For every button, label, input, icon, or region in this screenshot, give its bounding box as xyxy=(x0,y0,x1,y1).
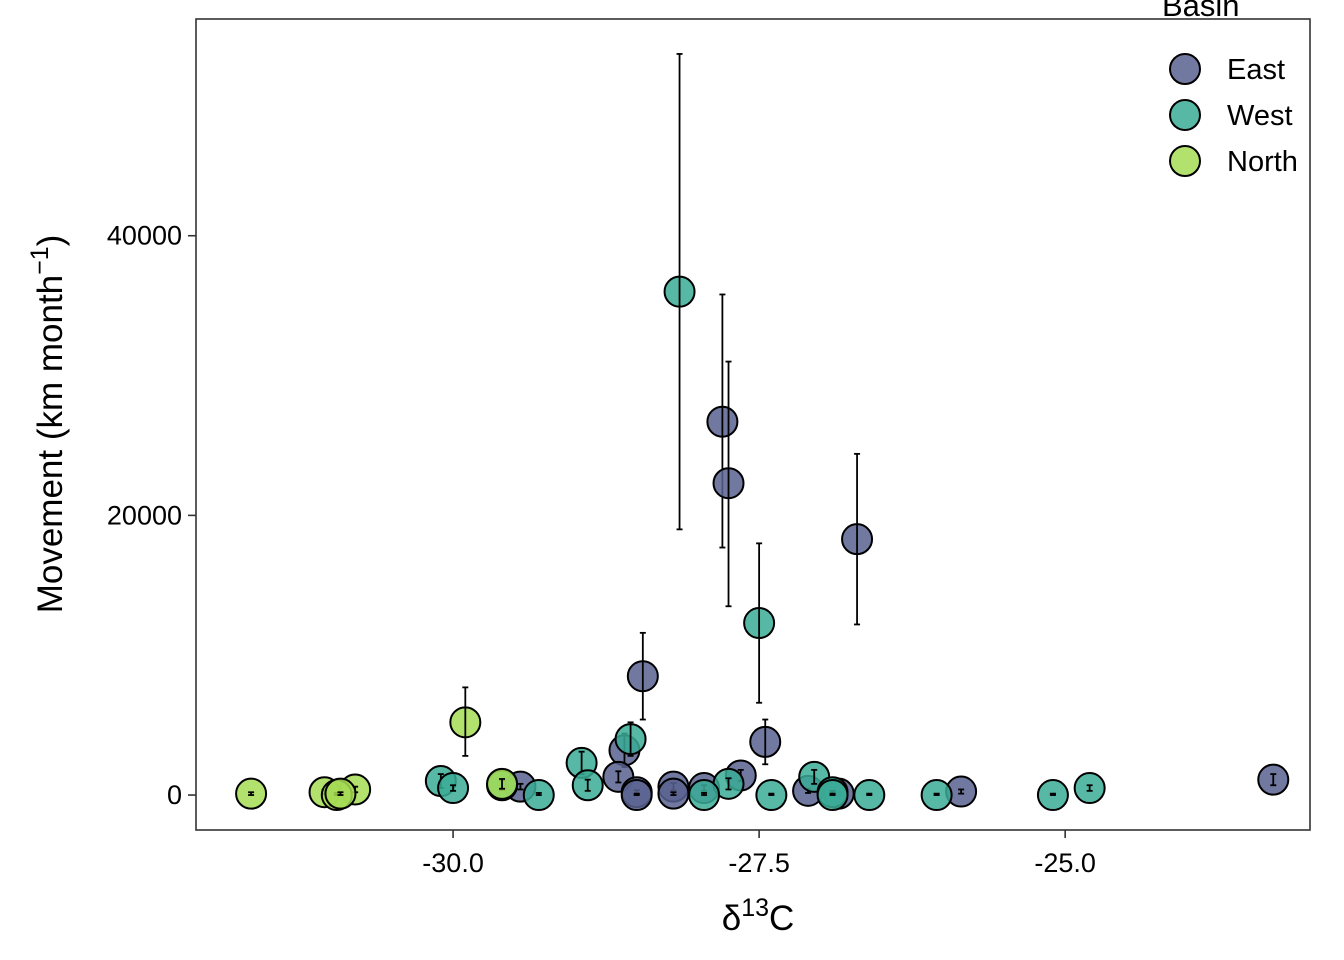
error-bar xyxy=(933,792,940,796)
legend-label: West xyxy=(1227,100,1293,132)
y-axis: 0 20000 40000 xyxy=(107,221,196,810)
x-axis-title: δ13C xyxy=(722,894,795,938)
legend-key xyxy=(1169,99,1201,131)
legend-key xyxy=(1169,145,1201,177)
error-bar xyxy=(725,777,732,791)
error-bar xyxy=(701,792,708,796)
x-axis-title-element: C xyxy=(769,899,794,938)
error-bar xyxy=(866,792,873,796)
x-axis-title-superscript: 13 xyxy=(741,894,769,922)
series-west xyxy=(424,53,1106,812)
error-bar xyxy=(958,788,965,795)
error-bar xyxy=(1049,792,1056,796)
error-bar xyxy=(829,792,836,796)
error-bar xyxy=(584,778,591,792)
error-bar xyxy=(517,782,524,791)
error-bar xyxy=(499,778,506,790)
x-axis: -30.0 -27.5 -25.0 xyxy=(422,830,1096,878)
error-bar xyxy=(639,631,646,721)
y-tick-label: 20000 xyxy=(107,500,182,530)
error-bar xyxy=(854,452,861,626)
legend-item-north: North xyxy=(1169,145,1298,178)
y-axis-title-close: ) xyxy=(31,235,70,247)
legend-key xyxy=(1169,53,1201,85)
error-bar xyxy=(535,792,542,796)
x-tick-label: -30.0 xyxy=(422,848,484,878)
y-tick-label: 40000 xyxy=(107,221,182,251)
error-bar xyxy=(1270,773,1277,787)
legend-item-west: West xyxy=(1169,99,1293,132)
error-bar xyxy=(768,792,775,796)
error-bar xyxy=(670,791,677,796)
series-east xyxy=(504,293,1290,812)
error-bar xyxy=(1086,784,1093,792)
error-bar xyxy=(719,293,726,549)
error-bar xyxy=(462,686,469,757)
legend-label: East xyxy=(1227,54,1285,86)
legend-title: Basin xyxy=(1162,0,1240,23)
error-bar xyxy=(811,768,818,785)
y-axis-title-main: Movement (km month xyxy=(31,275,70,613)
error-bar xyxy=(450,784,457,792)
plot-panel xyxy=(195,18,1311,831)
error-bar xyxy=(633,792,640,796)
x-axis-title-delta: δ xyxy=(722,899,741,938)
error-bar xyxy=(615,770,622,784)
error-bar xyxy=(676,53,683,531)
legend: Basin East West North xyxy=(1162,0,1298,178)
x-tick-label: -25.0 xyxy=(1034,848,1096,878)
x-tick-label: -27.5 xyxy=(728,848,790,878)
y-axis-title: Movement (km month−1) xyxy=(26,235,70,614)
series-north xyxy=(235,686,519,812)
error-bar xyxy=(756,542,763,704)
error-bar xyxy=(762,718,769,766)
y-axis-title-superscript: −1 xyxy=(26,246,54,275)
error-bar xyxy=(725,360,732,608)
error-bar xyxy=(337,791,344,796)
legend-item-east: East xyxy=(1169,53,1285,86)
y-tick-label: 0 xyxy=(167,780,182,810)
error-bar xyxy=(627,721,634,757)
legend-label: North xyxy=(1227,146,1298,178)
points-layer xyxy=(235,53,1290,812)
error-bar xyxy=(248,791,255,796)
